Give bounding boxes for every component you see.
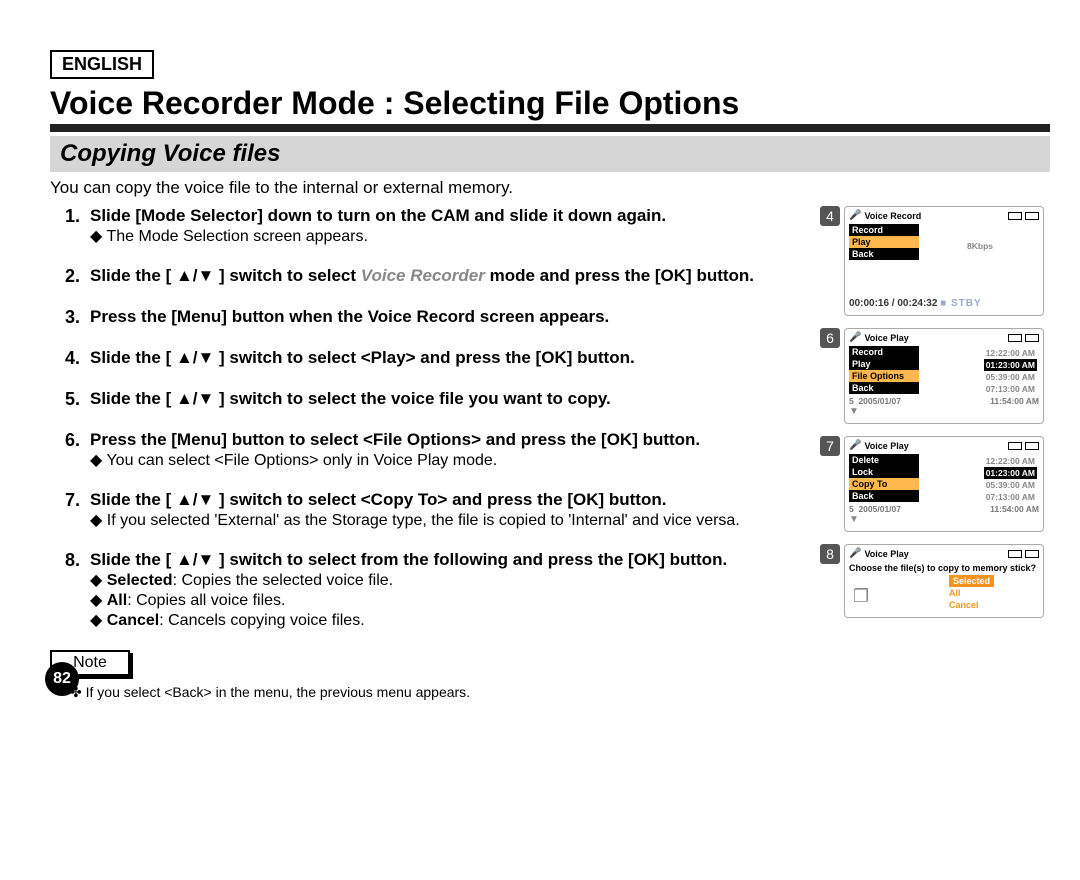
step-note: Cancel: Cancels copying voice files. <box>90 610 810 630</box>
file-time-row[interactable]: 12:22:00 AM <box>984 347 1037 359</box>
menu-item[interactable]: Back <box>849 490 919 502</box>
file-time-row[interactable]: 01:23:00 AM <box>984 359 1037 371</box>
title-divider <box>50 124 1050 132</box>
menu-item[interactable]: File Options <box>849 370 919 382</box>
screens-column: 4🎤Voice RecordRecordPlayBack8Kbps00:00:1… <box>820 206 1050 650</box>
step-main: Press the [Menu] button to select <File … <box>90 430 810 450</box>
bottom-row: 5 2005/01/0711:54:00 AM <box>849 504 1039 514</box>
menu-item[interactable]: Delete <box>849 454 919 466</box>
mic-icon: 🎤 <box>849 332 861 343</box>
step-note: Selected: Copies the selected voice file… <box>90 570 810 590</box>
screen-voice-play: 🎤Voice Play RecordPlayFile OptionsBack 12:… <box>844 328 1044 424</box>
header-status-icons <box>1008 212 1039 220</box>
screen-step-number: 7 <box>820 436 840 456</box>
step-note: The Mode Selection screen appears. <box>90 226 810 246</box>
mic-icon: 🎤 <box>849 548 861 559</box>
menu-item[interactable]: Back <box>849 248 919 260</box>
screen-step-number: 8 <box>820 544 840 564</box>
intro-text: You can copy the voice file to the inter… <box>50 178 1050 198</box>
steps-list: 1.Slide [Mode Selector] down to turn on … <box>50 206 820 650</box>
bottom-row: 5 2005/01/0711:54:00 AM <box>849 396 1039 406</box>
mic-icon: 🎤 <box>849 210 861 221</box>
step-main: Press the [Menu] button when the Voice R… <box>90 307 810 327</box>
menu-item[interactable]: Play <box>849 236 919 248</box>
screen-header: 🎤Voice Play <box>849 332 1039 343</box>
file-time-row[interactable]: 07:13:00 AM <box>984 491 1037 503</box>
section-subtitle: Copying Voice files <box>50 136 1050 172</box>
mic-icon: 🎤 <box>849 440 861 451</box>
step-note: All: Copies all voice files. <box>90 590 810 610</box>
menu-item[interactable]: Record <box>849 224 919 236</box>
header-status-icons <box>1008 550 1039 558</box>
step-number: 5. <box>50 389 90 410</box>
page-number: 82 <box>45 662 79 696</box>
menu-item[interactable]: Play <box>849 358 919 370</box>
step-main: Slide the [ ▲/▼ ] switch to select <Play… <box>90 348 810 368</box>
step-main: Slide the [ ▲/▼ ] switch to select Voice… <box>90 266 810 286</box>
screen-voice-play: 🎤Voice Play DeleteLockCopy ToBack 12:22:00… <box>844 436 1044 532</box>
file-time-row[interactable]: 07:13:00 AM <box>984 383 1037 395</box>
screen-header: 🎤Voice Play <box>849 440 1039 451</box>
step-number: 4. <box>50 348 90 369</box>
step-number: 3. <box>50 307 90 328</box>
step-number: 2. <box>50 266 90 287</box>
menu-item[interactable]: Record <box>849 346 919 358</box>
step-main: Slide the [ ▲/▼ ] switch to select from … <box>90 550 810 570</box>
step-main: Slide [Mode Selector] down to turn on th… <box>90 206 810 226</box>
copy-icon: ❐ <box>853 586 869 607</box>
file-time-row[interactable]: 01:23:00 AM <box>984 467 1037 479</box>
file-time-row[interactable]: 12:22:00 AM <box>984 455 1037 467</box>
step-note: You can select <File Options> only in Vo… <box>90 450 810 470</box>
timer-line: 00:00:16 / 00:24:32 ■ STBY <box>849 298 1039 309</box>
language-label: ENGLISH <box>50 50 154 79</box>
header-status-icons <box>1008 334 1039 342</box>
step-number: 8. <box>50 550 90 630</box>
screen-copy-dialog: 🎤Voice Play Choose the file(s) to copy to… <box>844 544 1044 618</box>
menu-item[interactable]: Lock <box>849 466 919 478</box>
step-number: 6. <box>50 430 90 470</box>
screen-header: 🎤Voice Play <box>849 548 1039 559</box>
screen-step-number: 4 <box>820 206 840 226</box>
file-time-row[interactable]: 05:39:00 AM <box>984 371 1037 383</box>
arrow-down-icon: ▼ <box>849 406 1039 417</box>
screen-voice-record: 🎤Voice RecordRecordPlayBack8Kbps00:00:16… <box>844 206 1044 316</box>
dialog-option[interactable]: Cancel <box>949 599 1039 611</box>
step-note: If you selected 'External' as the Storag… <box>90 510 810 530</box>
screen-header: 🎤Voice Record <box>849 210 1039 221</box>
file-time-row[interactable]: 05:39:00 AM <box>984 479 1037 491</box>
step-number: 7. <box>50 490 90 530</box>
screen-step-number: 6 <box>820 328 840 348</box>
menu-item[interactable]: Back <box>849 382 919 394</box>
arrow-down-icon: ▼ <box>849 514 1039 525</box>
dialog-text: Choose the file(s) to copy to memory sti… <box>849 563 1039 573</box>
back-note: If you select <Back> in the menu, the pr… <box>70 684 1050 701</box>
step-number: 1. <box>50 206 90 246</box>
header-status-icons <box>1008 442 1039 450</box>
step-main: Slide the [ ▲/▼ ] switch to select the v… <box>90 389 810 409</box>
step-main: Slide the [ ▲/▼ ] switch to select <Copy… <box>90 490 810 510</box>
menu-item[interactable]: Copy To <box>849 478 919 490</box>
dialog-option[interactable]: Selected <box>949 575 994 587</box>
page-title: Voice Recorder Mode : Selecting File Opt… <box>50 85 1050 122</box>
dialog-option[interactable]: All <box>949 587 1039 599</box>
